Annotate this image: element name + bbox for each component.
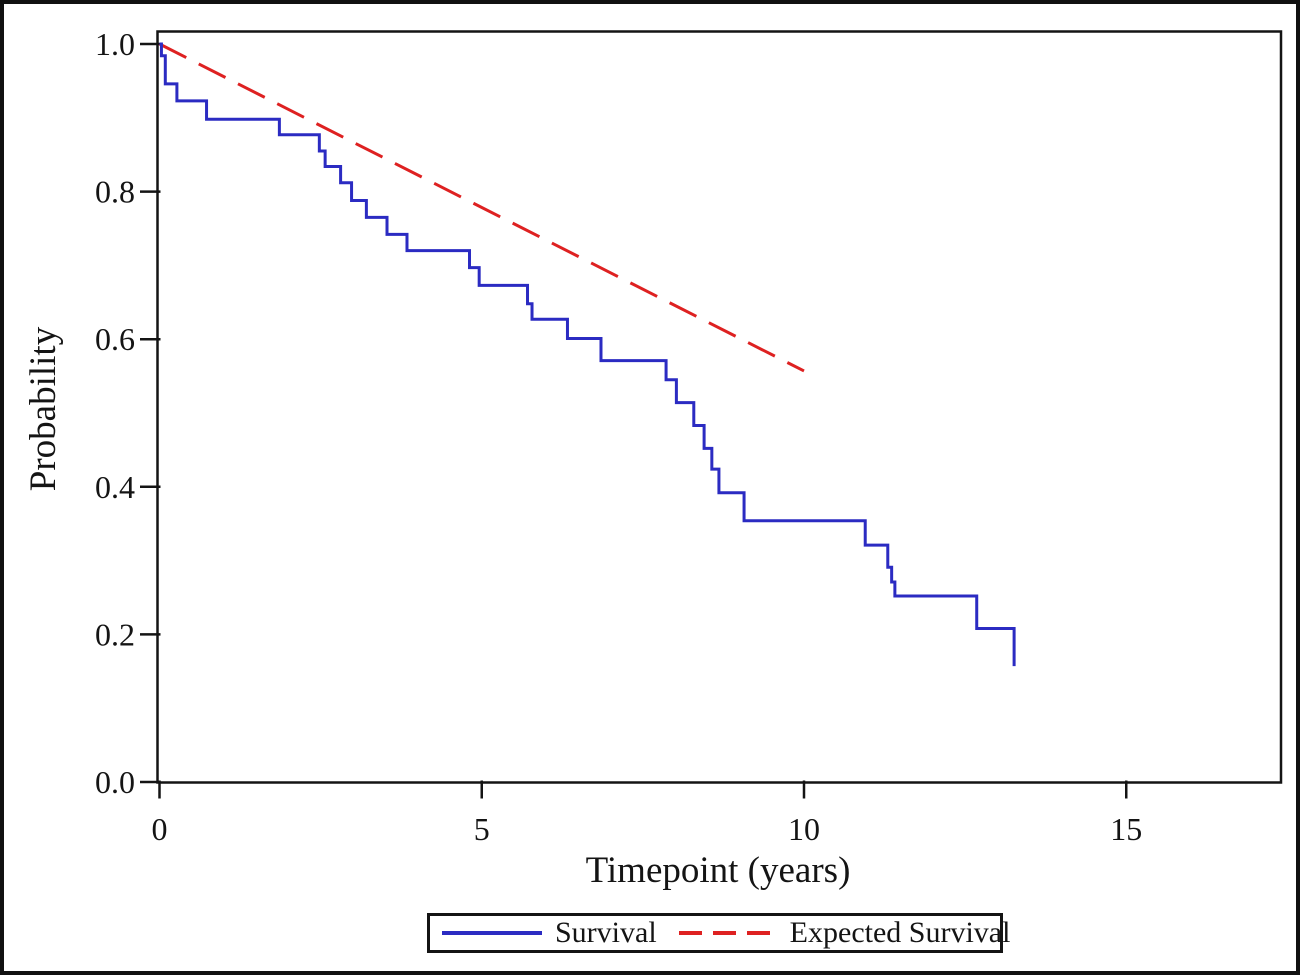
- y-tick-label: 0.4: [95, 469, 135, 505]
- legend-expected-survival-line-swatch: [678, 931, 775, 935]
- chart-canvas: 0.0 0.2 0.4 0.6 0.8 1.0 0 5 10 15: [95, 26, 1283, 847]
- x-tick-label: 10: [788, 811, 820, 847]
- plot-area-border: [156, 30, 1283, 784]
- survival-line: [159, 42, 1016, 667]
- x-axis-title: Timepoint (years): [585, 850, 851, 891]
- y-tick-label: 0.6: [95, 321, 135, 357]
- y-tick-label: 1.0: [95, 26, 135, 62]
- legend-survival-line-swatch: [442, 931, 542, 935]
- x-tick-label: 5: [474, 811, 490, 847]
- legend-expected-survival-label: Expected Survival: [789, 916, 1011, 949]
- x-tick-label: 0: [152, 811, 168, 847]
- x-tick-label: 15: [1110, 811, 1142, 847]
- y-tick-label: 0.0: [95, 764, 135, 800]
- y-axis-title: Probability: [23, 326, 64, 492]
- y-tick-label: 0.8: [95, 174, 135, 210]
- expected-survival-line: [158, 42, 805, 373]
- legend: Survival Expected Survival: [427, 913, 1010, 953]
- legend-survival-label: Survival: [555, 916, 657, 949]
- y-tick-label: 0.2: [95, 616, 135, 652]
